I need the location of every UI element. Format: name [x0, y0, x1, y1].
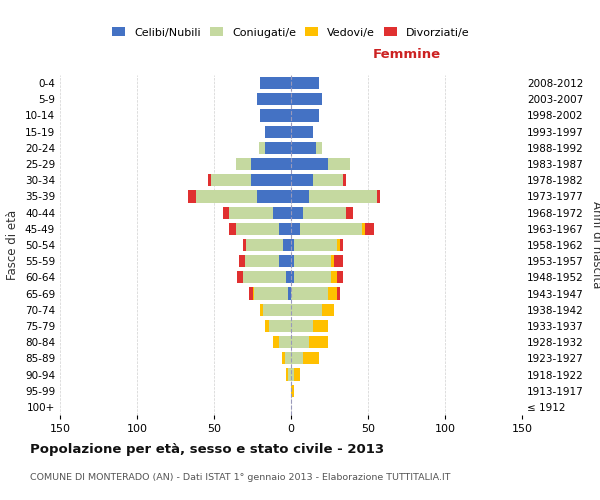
- Bar: [263, 304, 291, 316]
- Bar: [291, 272, 294, 283]
- Bar: [291, 255, 294, 268]
- Bar: [346, 206, 353, 218]
- Bar: [337, 239, 340, 251]
- Bar: [304, 352, 319, 364]
- Text: COMUNE DI MONTERADO (AN) - Dati ISTAT 1° gennaio 2013 - Elaborazione TUTTITALIA.: COMUNE DI MONTERADO (AN) - Dati ISTAT 1°…: [30, 472, 451, 482]
- Bar: [251, 174, 291, 186]
- Bar: [310, 190, 377, 202]
- Bar: [291, 174, 313, 186]
- Bar: [278, 255, 291, 268]
- Bar: [282, 352, 285, 364]
- Bar: [239, 255, 245, 268]
- Bar: [272, 336, 278, 348]
- Bar: [229, 222, 236, 235]
- Bar: [291, 93, 322, 106]
- Bar: [236, 222, 278, 235]
- Bar: [294, 368, 300, 380]
- Bar: [208, 174, 211, 186]
- Bar: [278, 222, 291, 235]
- Bar: [291, 158, 328, 170]
- Bar: [236, 158, 251, 170]
- Bar: [286, 272, 291, 283]
- Bar: [272, 206, 291, 218]
- Y-axis label: Anni di nascita: Anni di nascita: [590, 202, 600, 288]
- Bar: [265, 142, 291, 154]
- Bar: [243, 239, 247, 251]
- Bar: [291, 190, 310, 202]
- Bar: [294, 272, 331, 283]
- Bar: [304, 206, 346, 218]
- Bar: [288, 288, 291, 300]
- Bar: [257, 93, 291, 106]
- Bar: [265, 320, 269, 332]
- Bar: [337, 288, 340, 300]
- Bar: [377, 190, 380, 202]
- Bar: [291, 384, 294, 397]
- Legend: Celibi/Nubili, Coniugati/e, Vedovi/e, Divorziati/e: Celibi/Nubili, Coniugati/e, Vedovi/e, Di…: [108, 23, 474, 42]
- Bar: [253, 288, 254, 300]
- Bar: [291, 368, 294, 380]
- Bar: [229, 206, 272, 218]
- Bar: [237, 272, 243, 283]
- Bar: [188, 190, 196, 202]
- Bar: [265, 126, 291, 138]
- Bar: [313, 320, 328, 332]
- Bar: [243, 272, 286, 283]
- Text: Femmine: Femmine: [373, 48, 440, 62]
- Bar: [223, 206, 229, 218]
- Bar: [291, 304, 322, 316]
- Bar: [365, 222, 374, 235]
- Bar: [328, 288, 337, 300]
- Bar: [294, 239, 337, 251]
- Bar: [310, 336, 328, 348]
- Bar: [316, 142, 322, 154]
- Bar: [362, 222, 365, 235]
- Bar: [328, 158, 350, 170]
- Y-axis label: Fasce di età: Fasce di età: [7, 210, 19, 280]
- Bar: [291, 288, 328, 300]
- Bar: [283, 239, 291, 251]
- Bar: [291, 77, 319, 89]
- Bar: [294, 255, 331, 268]
- Bar: [291, 320, 313, 332]
- Bar: [322, 304, 334, 316]
- Bar: [286, 368, 288, 380]
- Bar: [337, 272, 343, 283]
- Bar: [291, 352, 304, 364]
- Bar: [300, 222, 362, 235]
- Bar: [251, 158, 291, 170]
- Text: Popolazione per età, sesso e stato civile - 2013: Popolazione per età, sesso e stato civil…: [30, 442, 384, 456]
- Bar: [250, 288, 253, 300]
- Bar: [343, 174, 346, 186]
- Bar: [291, 126, 313, 138]
- Bar: [211, 174, 251, 186]
- Bar: [260, 77, 291, 89]
- Bar: [291, 336, 310, 348]
- Bar: [247, 239, 283, 251]
- Bar: [259, 142, 265, 154]
- Bar: [245, 255, 278, 268]
- Bar: [340, 239, 343, 251]
- Bar: [331, 272, 337, 283]
- Bar: [331, 255, 334, 268]
- Bar: [285, 352, 291, 364]
- Bar: [291, 239, 294, 251]
- Bar: [291, 110, 319, 122]
- Bar: [288, 368, 291, 380]
- Bar: [257, 190, 291, 202]
- Bar: [313, 174, 343, 186]
- Bar: [196, 190, 257, 202]
- Bar: [291, 206, 304, 218]
- Bar: [278, 336, 291, 348]
- Bar: [334, 255, 343, 268]
- Bar: [260, 304, 263, 316]
- Bar: [269, 320, 291, 332]
- Bar: [254, 288, 288, 300]
- Bar: [260, 110, 291, 122]
- Bar: [291, 142, 316, 154]
- Bar: [291, 222, 300, 235]
